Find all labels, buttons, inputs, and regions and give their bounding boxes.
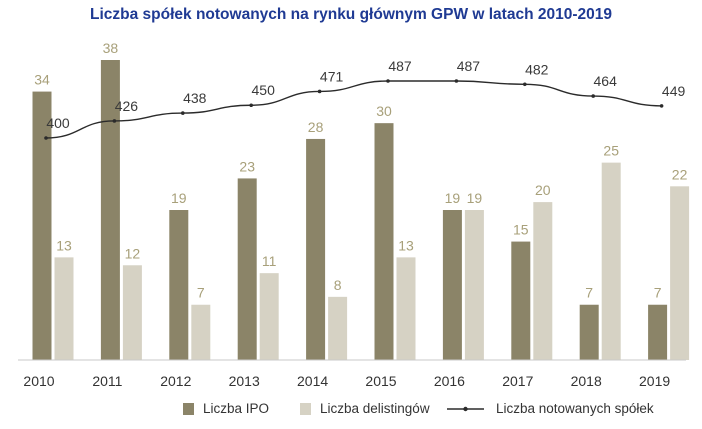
bar-ipo-2012	[169, 210, 189, 360]
label-delisting-2010: 13	[56, 237, 72, 253]
line-label-2011: 426	[115, 98, 139, 114]
bar-ipo-2019	[648, 304, 668, 360]
label-ipo-2015: 30	[376, 103, 392, 119]
legend-label-ipo: Liczba IPO	[203, 401, 269, 416]
bar-delisting-2014	[328, 296, 348, 360]
line-label-2018: 464	[594, 73, 618, 89]
delisting-bars	[54, 162, 690, 360]
x-tick-2012: 2012	[160, 373, 191, 389]
label-delisting-2011: 12	[125, 245, 141, 261]
bar-ipo-2018	[579, 304, 599, 360]
legend-label-notowane: Liczba notowanych spółek	[496, 401, 654, 416]
line-label-2010: 400	[46, 115, 70, 131]
legend-swatch-delisting	[300, 403, 311, 415]
line-label-2019: 449	[662, 83, 686, 99]
line-point-2015	[386, 79, 390, 83]
line-point-2011	[112, 119, 117, 123]
line-label-2017: 482	[525, 61, 549, 77]
x-tick-2014: 2014	[297, 373, 328, 389]
listed-companies-line	[44, 79, 664, 140]
line-point-2010	[44, 136, 48, 140]
x-tick-2011: 2011	[92, 373, 122, 389]
bar-ipo-2011	[100, 60, 120, 360]
x-tick-2017: 2017	[502, 373, 533, 389]
bar-ipo-2013	[237, 178, 257, 360]
line-label-2016: 487	[457, 58, 481, 74]
line-label-2014: 471	[320, 68, 344, 84]
line-point-2014	[317, 89, 322, 94]
bar-delisting-2018	[601, 162, 621, 360]
line-notowane-path	[45, 80, 662, 139]
line-point-2013	[249, 103, 253, 108]
line-point-2018	[591, 94, 595, 98]
label-delisting-2017: 20	[535, 182, 551, 198]
x-tick-2019: 2019	[639, 373, 670, 389]
bar-ipo-2014	[306, 138, 326, 360]
label-delisting-2016: 19	[467, 190, 483, 206]
bar-delisting-2010	[54, 257, 74, 360]
bar-ipo-2015	[374, 123, 394, 360]
bar-delisting-2016	[464, 210, 484, 360]
bar-delisting-2017	[533, 202, 553, 360]
line-value-labels: 400 426 438 450 471 487 487 482 464 449	[46, 58, 685, 131]
line-label-2015: 487	[388, 58, 412, 74]
bar-value-labels: 34 13 38 12 19 7 23 11 28 8 30 13 19 19 15 20 7 25 7 22	[34, 40, 687, 301]
label-ipo-2010: 34	[34, 72, 50, 88]
ipo-bars	[32, 60, 668, 360]
label-delisting-2015: 13	[398, 237, 414, 253]
line-point-2016	[454, 79, 459, 83]
bar-delisting-2013	[259, 273, 279, 360]
label-delisting-2013: 11	[262, 253, 277, 269]
bar-ipo-2016	[442, 210, 462, 360]
line-point-2017	[523, 82, 527, 87]
x-tick-2018: 2018	[571, 373, 602, 389]
bar-delisting-2011	[122, 265, 142, 360]
x-tick-labels: 2010 2011 2012 2013 2014 2015 2016 2017 2018 2019	[23, 373, 670, 389]
label-ipo-2012: 19	[171, 190, 187, 206]
label-ipo-2018: 7	[585, 285, 593, 301]
label-delisting-2012: 7	[197, 285, 205, 301]
legend: Liczba IPO Liczba delistingów Liczba notow…	[183, 401, 654, 416]
label-ipo-2017: 15	[513, 222, 529, 238]
bar-ipo-2010	[32, 91, 52, 360]
bar-delisting-2015	[396, 257, 416, 360]
label-delisting-2018: 25	[603, 143, 619, 159]
bar-delisting-2019	[670, 186, 690, 360]
label-ipo-2013: 23	[239, 158, 255, 174]
label-delisting-2014: 8	[334, 277, 342, 293]
x-tick-2015: 2015	[365, 373, 396, 389]
legend-swatch-ipo	[183, 403, 194, 415]
bar-delisting-2012	[191, 304, 211, 360]
line-label-2013: 450	[252, 82, 276, 98]
line-point-2012	[181, 111, 185, 115]
line-point-2019	[659, 104, 664, 108]
label-ipo-2011: 38	[103, 40, 119, 56]
bar-ipo-2017	[511, 241, 531, 360]
chart-title: Liczba spółek notowanych na rynku główny…	[90, 6, 612, 23]
line-label-2012: 438	[183, 90, 207, 106]
legend-dot-notowane	[463, 406, 468, 412]
label-ipo-2016: 19	[445, 190, 461, 206]
label-ipo-2014: 28	[308, 119, 324, 135]
label-delisting-2019: 22	[672, 166, 688, 182]
x-tick-2013: 2013	[229, 373, 260, 389]
x-tick-2010: 2010	[23, 373, 54, 389]
label-ipo-2019: 7	[654, 285, 662, 301]
x-tick-2016: 2016	[434, 373, 465, 389]
legend-label-delisting: Liczba delistingów	[320, 401, 430, 416]
